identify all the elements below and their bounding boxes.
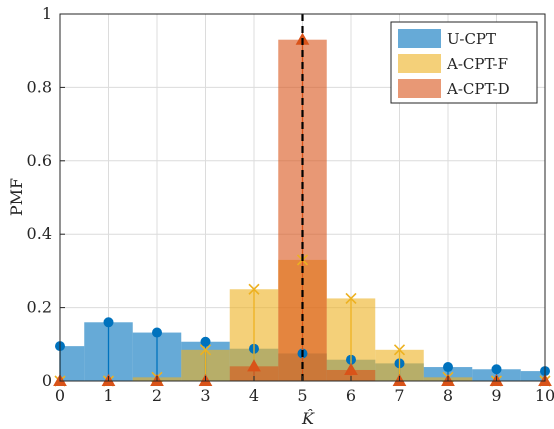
bar-u-cpt-0 bbox=[60, 346, 85, 381]
legend-label-a-cpt-f: A-CPT-F bbox=[446, 55, 508, 73]
x-tick-label: 0 bbox=[55, 386, 65, 405]
x-tick-label: 5 bbox=[297, 386, 307, 405]
x-tick-label: 6 bbox=[346, 386, 356, 405]
y-tick-label: 0.4 bbox=[27, 224, 52, 243]
marker-u-cpt-1 bbox=[103, 317, 114, 328]
marker-a-cpt-f-4 bbox=[248, 283, 260, 295]
marker-a-cpt-f-7 bbox=[393, 344, 406, 356]
legend-label-a-cpt-d: A-CPT-D bbox=[446, 80, 510, 98]
marker-u-cpt-8 bbox=[443, 362, 453, 373]
x-tick-label: 1 bbox=[103, 386, 113, 405]
y-tick-label: 0.2 bbox=[27, 298, 52, 317]
legend-label-u-cpt: U-CPT bbox=[447, 30, 496, 48]
y-tick-labels: 0 0.2 0.4 0.6 0.8 1 bbox=[27, 4, 65, 390]
y-tick-label: 1 bbox=[42, 4, 52, 23]
y-tick-label: 0 bbox=[42, 371, 52, 390]
marker-a-cpt-d-6 bbox=[344, 362, 358, 375]
marker-u-cpt-9 bbox=[491, 364, 502, 375]
legend: U-CPT A-CPT-F A-CPT-D bbox=[390, 21, 538, 104]
y-tick-label: 0.6 bbox=[27, 151, 52, 170]
x-tick-label: 10 bbox=[535, 386, 554, 405]
legend-swatch-u-cpt bbox=[398, 29, 441, 48]
x-tick-label: 3 bbox=[200, 386, 210, 405]
y-axis-label: PMF bbox=[7, 178, 26, 216]
marker-u-cpt-3 bbox=[200, 336, 211, 347]
x-tick-label: 4 bbox=[249, 386, 259, 405]
x-tick-label: 7 bbox=[394, 386, 404, 405]
x-tick-label: 9 bbox=[491, 386, 501, 405]
marker-a-cpt-d-4 bbox=[247, 359, 261, 372]
y-tick-label: 0.8 bbox=[27, 77, 52, 96]
marker-a-cpt-f-6 bbox=[345, 292, 357, 304]
x-axis-label: K̂ bbox=[301, 409, 315, 428]
x-tick-labels: 0 1 2 3 4 5 6 7 8 9 10 bbox=[55, 376, 554, 405]
x-tick-label: 2 bbox=[152, 386, 162, 405]
marker-u-cpt-2 bbox=[152, 327, 162, 338]
x-tick-label: 8 bbox=[443, 386, 453, 405]
marker-a-cpt-f-3 bbox=[199, 344, 212, 356]
legend-swatch-a-cpt-d bbox=[398, 79, 441, 98]
legend-swatch-a-cpt-f bbox=[398, 54, 441, 73]
bar-u-cpt-10 bbox=[520, 371, 545, 381]
